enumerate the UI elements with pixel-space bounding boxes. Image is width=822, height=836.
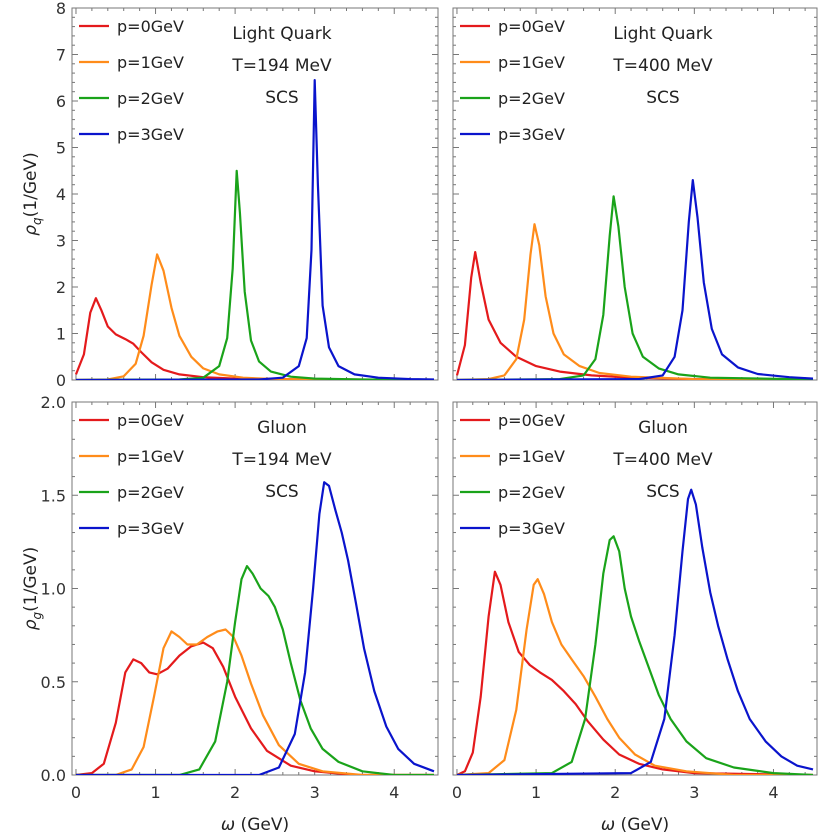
y-tick-label: 2.0 — [41, 393, 66, 412]
legend-label-p1: p=1GeV — [117, 447, 184, 466]
x-tick-label: 4 — [768, 783, 778, 802]
series-line-p0 — [456, 570, 814, 775]
legend-label-p1: p=1GeV — [498, 53, 565, 72]
panel-annotation-line: Gluon — [257, 418, 307, 438]
legend-label-p3: p=3GeV — [498, 125, 565, 144]
panel-annotation-line: SCS — [646, 482, 679, 502]
series-line-p0 — [74, 297, 435, 380]
series-line-p1 — [76, 628, 434, 775]
series-line-p0 — [75, 641, 434, 775]
x-axis-label: ω (GeV) — [221, 815, 289, 835]
panel-annotation-line: T=400 MeV — [612, 56, 713, 76]
series-line-p3 — [75, 79, 435, 380]
x-tick-label: 0 — [71, 783, 81, 802]
series-line-p3 — [456, 488, 814, 775]
legend-label-p0: p=0GeV — [498, 411, 565, 430]
series-line-p2 — [75, 169, 435, 380]
y-tick-label: 2 — [56, 278, 66, 297]
y-tick-label: 1.0 — [41, 580, 66, 599]
x-tick-label: 2 — [230, 783, 240, 802]
series-line-p2 — [456, 195, 814, 380]
panel-annotation-line: T=194 MeV — [231, 56, 332, 76]
series-line-p2 — [456, 535, 814, 775]
y-tick-label: 1.5 — [41, 486, 66, 505]
panel-annotation-line: Light Quark — [232, 24, 331, 44]
panel-annotation-line: T=194 MeV — [231, 450, 332, 470]
panel-annotation-line: SCS — [265, 88, 298, 108]
legend-label-p2: p=2GeV — [498, 483, 565, 502]
legend-label-p3: p=3GeV — [117, 519, 184, 538]
legend-label-p2: p=2GeV — [498, 89, 565, 108]
series-line-p1 — [456, 578, 813, 775]
legend-label-p3: p=3GeV — [117, 125, 184, 144]
panel-annotation-line: SCS — [646, 88, 679, 108]
y-tick-label: 4 — [56, 185, 66, 204]
legend-label-p0: p=0GeV — [117, 17, 184, 36]
y-tick-label: 0 — [56, 371, 66, 390]
series-line-p1 — [75, 253, 435, 380]
panel-2: p=0GeV p=1GeV p=2GeV p=3GeV Light Quark T=400… — [452, 7, 818, 381]
legend-label-p1: p=1GeV — [117, 53, 184, 72]
series-line-p3 — [76, 481, 435, 775]
x-tick-label: 3 — [310, 783, 320, 802]
legend-label-p3: p=3GeV — [498, 519, 565, 538]
y-tick-label: 6 — [56, 92, 66, 111]
panel-1: 0 1 2 3 4 5 6 7 8 ρq(1/GeV) p=0GeV p=1GeV p=2GeV p=3G… — [21, 0, 439, 390]
legend-label-p1: p=1GeV — [498, 447, 565, 466]
panel-annotation-line: Light Quark — [613, 24, 712, 44]
y-tick-label: 1 — [56, 325, 66, 344]
x-tick-label: 1 — [531, 783, 541, 802]
y-axis-label: ρg(1/GeV) — [21, 547, 44, 631]
x-tick-label: 1 — [150, 783, 160, 802]
y-tick-label: 0.0 — [41, 766, 66, 785]
x-tick-label: 0 — [452, 783, 462, 802]
x-axis-label: ω (GeV) — [601, 815, 669, 835]
legend-label-p0: p=0GeV — [117, 411, 184, 430]
series-line-p0 — [455, 251, 814, 380]
y-tick-label: 0.5 — [41, 673, 66, 692]
legend-label-p2: p=2GeV — [117, 483, 184, 502]
panel-annotation-line: Gluon — [638, 418, 688, 438]
y-tick-label: 8 — [56, 0, 66, 18]
legend-label-p0: p=0GeV — [498, 17, 565, 36]
legend-label-p2: p=2GeV — [117, 89, 184, 108]
y-axis-label: ρq(1/GeV) — [21, 152, 44, 236]
series-line-p1 — [456, 223, 814, 380]
panel-3: 0 1 2 3 4 ω (GeV) 0.0 0.5 1.0 1.5 2.0 ρg(1/GeV) p=0G… — [21, 393, 439, 835]
series-line-p2 — [76, 565, 434, 775]
x-tick-label: 3 — [689, 783, 699, 802]
y-tick-label: 5 — [56, 139, 66, 158]
y-tick-label: 7 — [56, 46, 66, 65]
panel-4: 0 1 2 3 4 ω (GeV) p=0GeV p=1GeV p=2GeV p=3GeV Gluo… — [452, 401, 818, 835]
panel-annotation-line: T=400 MeV — [612, 450, 713, 470]
x-tick-label: 2 — [610, 783, 620, 802]
series-line-p3 — [456, 179, 814, 380]
x-tick-label: 4 — [389, 783, 399, 802]
panel-annotation-line: SCS — [265, 482, 298, 502]
y-tick-label: 3 — [56, 232, 66, 251]
